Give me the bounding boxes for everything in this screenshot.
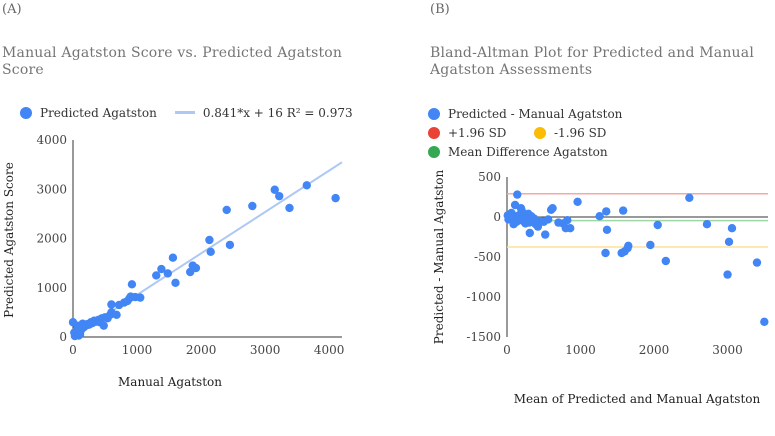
legend-label-trendline: 0.841*x + 16 R² = 0.973	[202, 105, 353, 120]
x-tick-label: 3000	[250, 343, 281, 357]
data-point	[513, 190, 522, 199]
x-tick-label: 3000	[712, 343, 743, 357]
data-point	[168, 253, 178, 262]
x-tick-label: 0	[503, 343, 511, 357]
data-point	[543, 215, 553, 224]
data-point	[99, 321, 108, 330]
y-tick-label: -1500	[466, 330, 501, 344]
y-tick-label: 3000	[36, 182, 67, 196]
data-point	[752, 258, 762, 267]
data-point	[653, 220, 662, 230]
data-point	[566, 224, 575, 233]
chart-b-title: Bland-Altman Plot for Predicted and Manu…	[430, 45, 754, 78]
data-point	[302, 181, 311, 190]
data-point	[618, 206, 628, 215]
data-point	[525, 228, 534, 238]
x-tick-label: 1000	[565, 343, 596, 357]
data-point	[624, 241, 633, 250]
data-point	[112, 310, 121, 320]
data-point	[541, 230, 550, 239]
data-point	[702, 220, 712, 229]
data-point	[270, 185, 279, 194]
data-point	[225, 240, 235, 250]
y-tick-label: 0	[493, 210, 501, 224]
data-point	[107, 300, 116, 309]
chart-b-legend: Predicted - Manual Agatston +1.96 SD -1.…	[428, 104, 622, 161]
legend-label-lower-sd: -1.96 SD	[554, 125, 607, 140]
data-point	[548, 204, 557, 213]
x-tick-label: 2000	[639, 343, 670, 357]
y-tick-label: 1000	[36, 281, 67, 295]
legend-dot-icon	[20, 106, 32, 119]
x-axis-label: Mean of Predicted and Manual Agatston	[514, 392, 761, 406]
legend-dot-icon	[428, 126, 440, 139]
data-point	[331, 193, 340, 203]
data-point	[191, 263, 201, 273]
y-axis-label: Predicted Agatston Score	[2, 162, 16, 318]
legend-trendline-icon	[174, 111, 195, 114]
panel-label-b: (B)	[430, 2, 450, 17]
data-point	[595, 212, 604, 221]
x-axis-label: Manual Agatston	[118, 375, 222, 389]
data-point	[152, 271, 161, 280]
chart-a-title: Manual Agatston Score vs. Predicted Agat…	[2, 45, 343, 78]
data-point	[685, 193, 694, 202]
chart-a-legend: Predicted Agatston 0.841*x + 16 R² = 0.9…	[20, 103, 353, 122]
x-tick-label: 2000	[186, 343, 217, 357]
data-point	[601, 248, 610, 258]
panel-label-a: (A)	[2, 2, 22, 17]
data-point	[206, 247, 215, 256]
data-point	[285, 203, 294, 213]
data-point	[136, 293, 145, 302]
y-tick-label: 2000	[36, 232, 67, 246]
legend-label-mean-diff: Mean Difference Agatston	[448, 144, 608, 159]
data-point	[275, 191, 284, 201]
legend-label-predicted: Predicted Agatston	[40, 105, 157, 120]
legend-dot-icon	[428, 145, 440, 158]
data-point	[205, 235, 214, 245]
data-point	[163, 269, 172, 278]
y-tick-label: -1000	[466, 290, 501, 304]
data-point	[724, 237, 734, 246]
legend-dot-icon	[428, 107, 440, 120]
data-point	[157, 264, 166, 274]
legend-dot-icon	[534, 126, 546, 139]
x-tick-label: 4000	[314, 343, 345, 357]
data-point	[563, 216, 572, 225]
legend-label-upper-sd: +1.96 SD	[448, 125, 507, 140]
data-point	[661, 256, 671, 266]
data-point	[171, 278, 180, 288]
y-axis-label: Predicted - Manual Agatston	[432, 170, 446, 345]
x-tick-label: 1000	[122, 343, 153, 357]
legend-label-difference: Predicted - Manual Agatston	[448, 106, 623, 121]
x-tick-label: 0	[69, 343, 77, 357]
y-tick-label: 4000	[36, 133, 67, 147]
data-point	[602, 207, 611, 216]
y-tick-label: 0	[59, 330, 67, 344]
data-point	[646, 240, 655, 250]
y-tick-label: 500	[478, 170, 501, 184]
data-point	[573, 197, 582, 206]
data-point	[727, 224, 737, 233]
data-point	[222, 205, 231, 215]
data-point	[248, 201, 257, 211]
data-point	[602, 225, 612, 234]
data-point	[127, 280, 137, 289]
y-tick-label: -500	[474, 250, 501, 264]
data-point	[760, 317, 769, 326]
data-point	[723, 270, 732, 279]
chart-a: 0 1000 2000 3000 4000 0 1000 2000 3000 4000 Manual…	[2, 133, 344, 389]
